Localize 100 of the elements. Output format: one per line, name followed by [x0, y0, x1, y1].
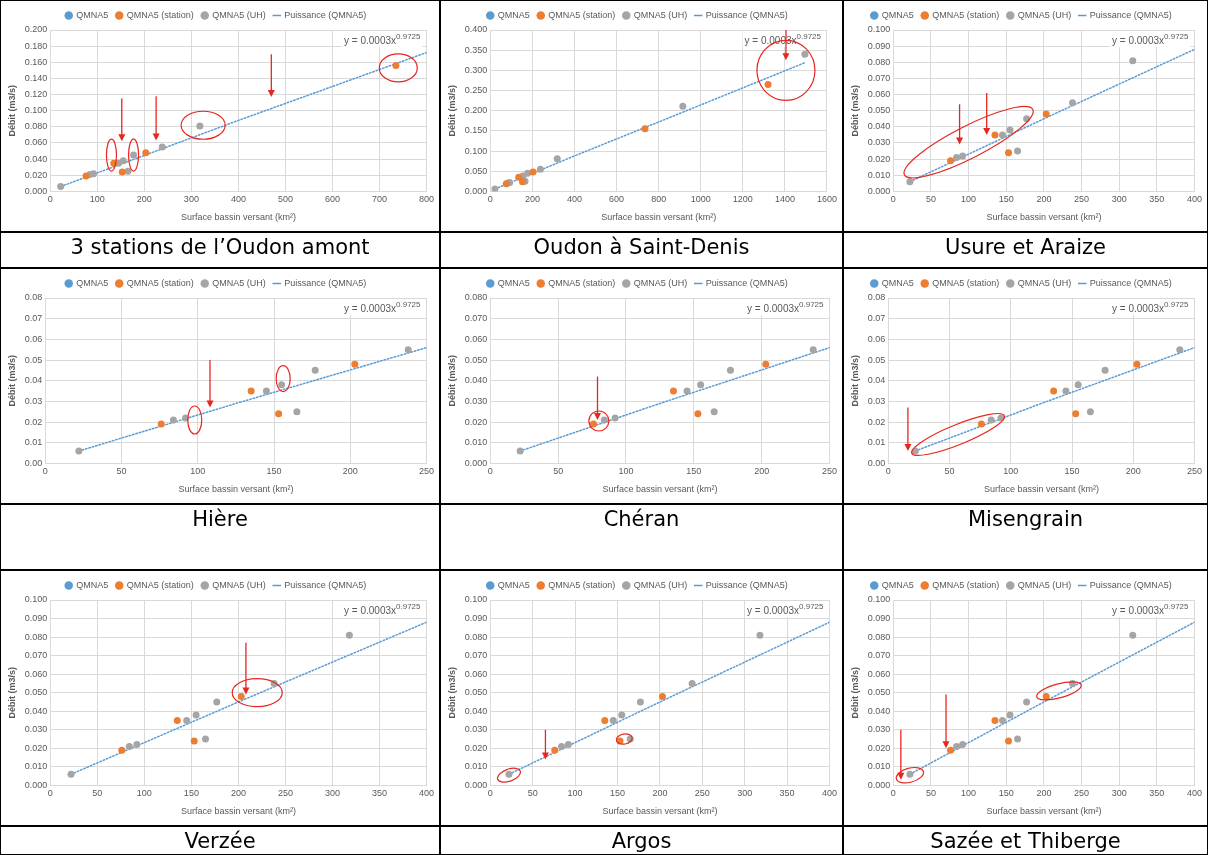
- y-tick-label: 0.050: [464, 354, 488, 365]
- point: [183, 717, 191, 725]
- point: [679, 102, 687, 110]
- point: [351, 360, 359, 368]
- point: [157, 420, 165, 428]
- x-tick-label: 0: [487, 194, 493, 205]
- y-tick-label: 0.200: [24, 24, 48, 35]
- x-tick-label: 600: [609, 194, 625, 205]
- x-tick-label: 0: [487, 788, 493, 799]
- y-tick-label: 0.040: [464, 375, 488, 386]
- point: [119, 157, 127, 165]
- x-tick-label: 400: [418, 788, 435, 799]
- y-tick-label: 0.080: [24, 121, 48, 132]
- x-tick-label: 200: [652, 788, 668, 799]
- point: [118, 168, 126, 176]
- y-tick-label: 0.100: [24, 105, 48, 116]
- point: [756, 631, 764, 639]
- y-tick-label: 0.040: [24, 705, 48, 716]
- x-axis-title: Surface bassin versant (km²): [601, 212, 717, 223]
- point: [190, 737, 198, 745]
- legend-label: QMNA5 (UH): [1017, 9, 1072, 20]
- point: [601, 717, 609, 725]
- y-tick-label: 0.06: [867, 333, 886, 344]
- legend-label: QMNA5 (station): [126, 579, 194, 590]
- point: [1005, 737, 1013, 745]
- x-tick-label: 50: [527, 788, 538, 799]
- y-tick-label: 0.030: [464, 395, 488, 406]
- point: [1133, 360, 1141, 368]
- x-tick-label: 1000: [690, 194, 711, 205]
- legend-label: QMNA5 (station): [932, 277, 1000, 288]
- x-axis-title: Surface bassin versant (km²): [180, 212, 296, 223]
- legend-label: QMNA5 (station): [548, 9, 616, 20]
- x-tick-label: 150: [266, 466, 282, 477]
- y-tick-label: 0.07: [24, 313, 43, 324]
- y-axis-title: Débit (m3/s): [849, 84, 860, 137]
- y-tick-label: 0.100: [464, 594, 488, 605]
- y-axis-title: Débit (m3/s): [446, 84, 457, 137]
- x-tick-label: 0: [885, 466, 891, 477]
- point: [947, 746, 955, 754]
- point: [75, 447, 83, 455]
- y-tick-label: 0.200: [464, 105, 488, 116]
- point: [311, 366, 319, 374]
- legend-label: QMNA5: [881, 277, 914, 288]
- x-tick-label: 350: [371, 788, 387, 799]
- x-tick-label: 100: [961, 194, 977, 205]
- y-tick-label: 0.000: [867, 779, 891, 790]
- point: [133, 741, 141, 749]
- y-tick-label: 0.140: [24, 72, 48, 83]
- point: [658, 692, 666, 700]
- x-tick-label: 50: [92, 788, 103, 799]
- y-tick-label: 0.04: [867, 375, 886, 386]
- y-tick-label: 0.040: [867, 121, 891, 132]
- y-tick-label: 0.060: [464, 333, 488, 344]
- legend-label: QMNA5 (station): [548, 579, 616, 590]
- x-axis-title: Surface bassin versant (km²): [986, 806, 1102, 817]
- point: [529, 168, 537, 176]
- y-tick-label: 0.03: [24, 395, 43, 406]
- y-tick-label: 0.06: [24, 333, 43, 344]
- legend-label: QMNA5: [881, 9, 914, 20]
- point: [609, 717, 617, 725]
- x-tick-label: 300: [183, 194, 199, 205]
- point: [516, 447, 524, 455]
- y-tick-label: 0.120: [24, 89, 48, 100]
- legend-label: QMNA5 (UH): [1017, 277, 1072, 288]
- point: [987, 416, 995, 424]
- x-tick-label: 200: [1125, 466, 1141, 477]
- point: [1086, 408, 1094, 416]
- y-tick-label: 0.060: [867, 89, 891, 100]
- y-axis-title: Débit (m3/s): [6, 666, 17, 719]
- x-tick-label: 50: [944, 466, 955, 477]
- point: [1062, 387, 1070, 395]
- legend-label: QMNA5 (station): [126, 9, 194, 20]
- y-tick-label: 0.05: [867, 354, 886, 365]
- x-tick-label: 100: [1003, 466, 1019, 477]
- y-axis-title: Débit (m3/s): [849, 666, 860, 719]
- y-tick-label: 0.050: [464, 165, 488, 176]
- point: [404, 346, 412, 354]
- x-tick-label: 400: [1186, 194, 1203, 205]
- point: [977, 420, 985, 428]
- y-tick-label: 0.000: [867, 185, 891, 196]
- point: [636, 698, 644, 706]
- point: [991, 131, 999, 139]
- text: Oudon à Saint-Denis: [440, 232, 843, 268]
- point: [953, 742, 961, 750]
- point: [683, 387, 691, 395]
- x-tick-label: 50: [553, 466, 564, 477]
- point: [953, 154, 961, 162]
- legend-label: QMNA5 (UH): [1017, 579, 1072, 590]
- point: [600, 416, 608, 424]
- y-tick-label: 0.080: [464, 292, 488, 303]
- y-tick-label: 0.090: [464, 613, 488, 624]
- y-tick-label: 0.100: [867, 24, 891, 35]
- legend-label: QMNA5 (UH): [212, 579, 266, 590]
- x-tick-label: 350: [779, 788, 795, 799]
- x-tick-label: 350: [1149, 194, 1165, 205]
- y-tick-label: 0.060: [24, 137, 48, 148]
- point: [762, 360, 770, 368]
- point: [293, 408, 301, 416]
- y-tick-label: 0.000: [464, 457, 488, 468]
- y-tick-label: 0.08: [24, 292, 43, 303]
